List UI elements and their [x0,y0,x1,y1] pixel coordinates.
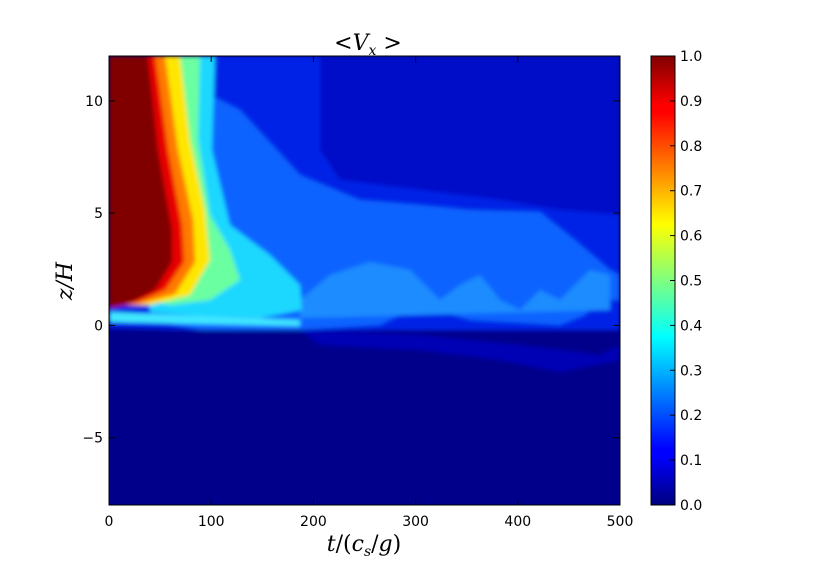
field-bumps [300,262,610,318]
colorbar-tick-label: 0.1 [680,453,702,469]
colorbar-tick-label: 0.2 [680,408,702,424]
y-axis-ticks: −5 0 5 10 [82,94,620,447]
colorbar-tick-label: 1.0 [680,49,702,65]
colorbar-tick-label: 0.6 [680,229,702,245]
colorbar-tick-label: 0.5 [680,274,702,290]
heatmap-layers [109,56,620,505]
x-tick-label: 200 [300,514,327,530]
colorbar-tick-label: 0.3 [680,363,702,379]
chart-title: <Vx > [334,31,402,59]
x-tick-label: 500 [607,514,634,530]
colorbar-tick-label: 0.8 [680,139,702,155]
colorbar-tick-label: 0.4 [680,318,702,334]
xlabel-slash1: / [336,532,344,557]
y-tick-label: 5 [94,206,103,222]
y-tick-label: −5 [82,431,103,447]
title-sub: x [368,43,376,59]
y-tick-label: 10 [85,94,103,110]
xlabel-sub: s [364,544,371,560]
xlabel-slash2: / [371,532,379,557]
x-tick-label: 300 [402,514,429,530]
title-open: < [334,31,352,56]
colorbar-ticks: 0.0 0.1 0.2 0.3 0.4 0.5 0.6 0.7 0.8 0.9 1.0 [670,49,702,514]
title-var: V [353,31,371,56]
xlabel-rpar: ) [393,532,402,557]
title-close: > [376,31,401,56]
field-interface-line [109,312,300,326]
x-tick-label: 100 [198,514,225,530]
xlabel-lpar: ( [343,532,352,557]
x-axis-label: t/(cs/g) [327,532,401,560]
x-axis-ticks: 0 100 200 300 400 500 [105,56,634,530]
xlabel-g: g [379,532,393,557]
colorbar-tick-label: 0.9 [680,94,702,110]
y-tick-label: 0 [94,318,103,334]
plot-frame [108,55,621,506]
x-tick-label: 0 [105,514,114,530]
field-lower-wisps [300,330,620,372]
y-axis-label: z/H [53,261,78,301]
field-darkred [109,56,172,307]
colorbar-tick-label: 0.7 [680,184,702,200]
heatmap-field [109,56,620,505]
field-darkblue-top [320,56,620,215]
xlabel-t: t [327,532,336,557]
xlabel-c: c [352,532,364,557]
x-tick-label: 400 [504,514,531,530]
colorbar-tick-label: 0.0 [680,498,702,514]
